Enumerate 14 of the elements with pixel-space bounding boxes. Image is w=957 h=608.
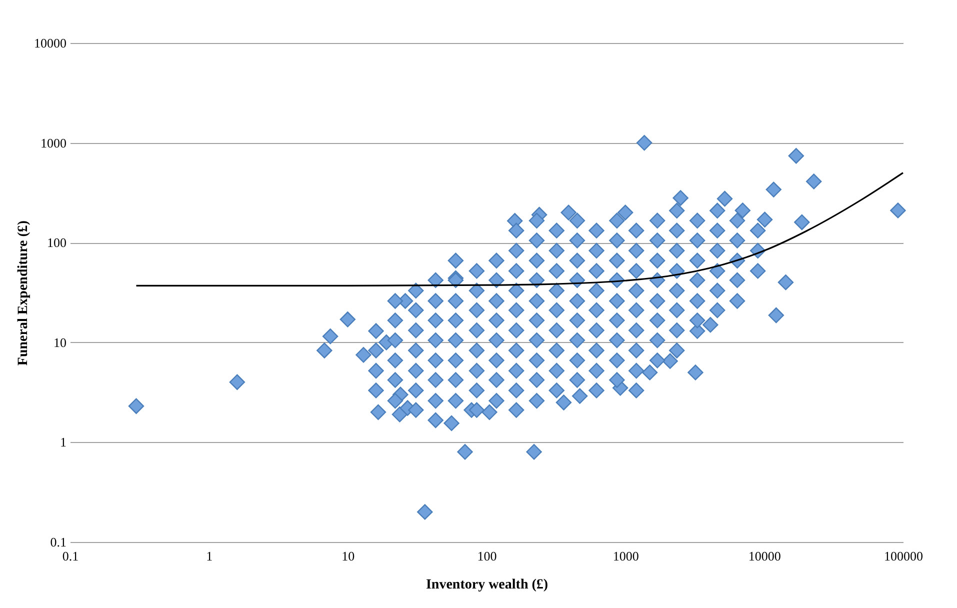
y-axis-title: Funeral Expenditure (£) xyxy=(16,220,31,366)
x-tick-label: 10 xyxy=(342,548,355,564)
x-tick-label: 100000 xyxy=(884,548,923,564)
x-tick-label: 1 xyxy=(206,548,213,564)
y-tick-label: 10 xyxy=(54,334,66,350)
y-tick-label: 0.1 xyxy=(50,534,66,550)
y-tick-label: 100 xyxy=(47,235,66,250)
x-tick-label: 1000 xyxy=(612,548,639,564)
y-tick-label: 10000 xyxy=(34,36,66,50)
y-tick-label: 1 xyxy=(60,434,66,450)
x-tick-label: 10000 xyxy=(748,548,781,564)
y-tick-label: 1000 xyxy=(40,135,66,150)
x-tick-label: 100 xyxy=(477,548,497,564)
x-axis-title: Inventory wealth (£) xyxy=(426,578,548,592)
